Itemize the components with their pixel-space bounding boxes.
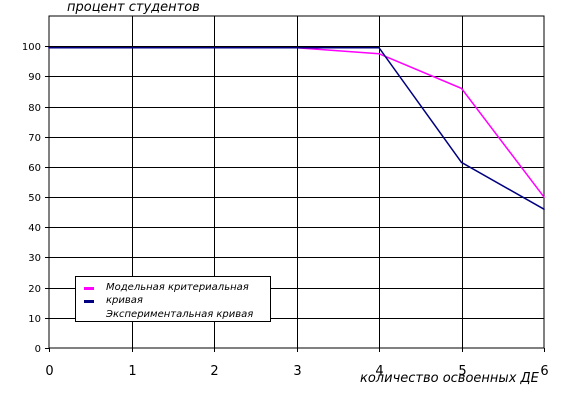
legend: Модельная критериальная кривая Экспериме… [75, 276, 271, 322]
y-tick-label: 90 [28, 72, 41, 83]
y-tick-label: 80 [28, 103, 41, 114]
legend-item-experimental: Экспериментальная кривая [84, 300, 269, 321]
y-tick-label: 50 [28, 193, 41, 204]
legend-swatch-experimental [84, 300, 94, 303]
x-tick-label: 6 [540, 364, 548, 379]
x-tick-label: 1 [128, 364, 136, 379]
x-axis-title: количество освоенных ДЕ [360, 371, 539, 386]
x-tick-label: 4 [375, 364, 383, 379]
series-1-point [460, 161, 463, 164]
series-0-point [378, 52, 380, 55]
series-1-point [295, 46, 298, 49]
series-1-point [213, 46, 215, 49]
series-1-point [543, 208, 545, 210]
legend-item-model: Модельная критериальная кривая [84, 281, 269, 307]
legend-swatch-model [84, 287, 94, 290]
series-0-point [460, 87, 463, 90]
series-1-point [130, 46, 133, 49]
y-tick-label: 0 [35, 344, 41, 355]
legend-label-experimental: Экспериментальная кривая [106, 309, 254, 320]
y-axis-title: процент студентов [67, 0, 200, 15]
y-tick-label: 60 [28, 163, 41, 174]
y-tick-label: 70 [28, 133, 41, 144]
y-tick-label: 20 [28, 284, 41, 295]
series-1-point [378, 46, 380, 49]
legend-label-model: Модельная критериальная кривая [106, 282, 249, 306]
series-1-point [48, 46, 50, 49]
x-tick-label: 3 [293, 364, 301, 379]
x-tick-label: 0 [45, 364, 53, 379]
x-tick-label: 5 [458, 364, 466, 379]
y-tick-label: 30 [28, 253, 41, 264]
y-tick-label: 100 [22, 42, 41, 53]
y-tick-label: 10 [28, 314, 41, 325]
y-tick-label: 40 [28, 223, 41, 234]
series-0-point [543, 196, 545, 198]
x-tick-label: 2 [210, 364, 218, 379]
